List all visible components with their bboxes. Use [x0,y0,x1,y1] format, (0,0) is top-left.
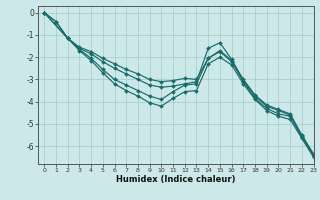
X-axis label: Humidex (Indice chaleur): Humidex (Indice chaleur) [116,175,236,184]
